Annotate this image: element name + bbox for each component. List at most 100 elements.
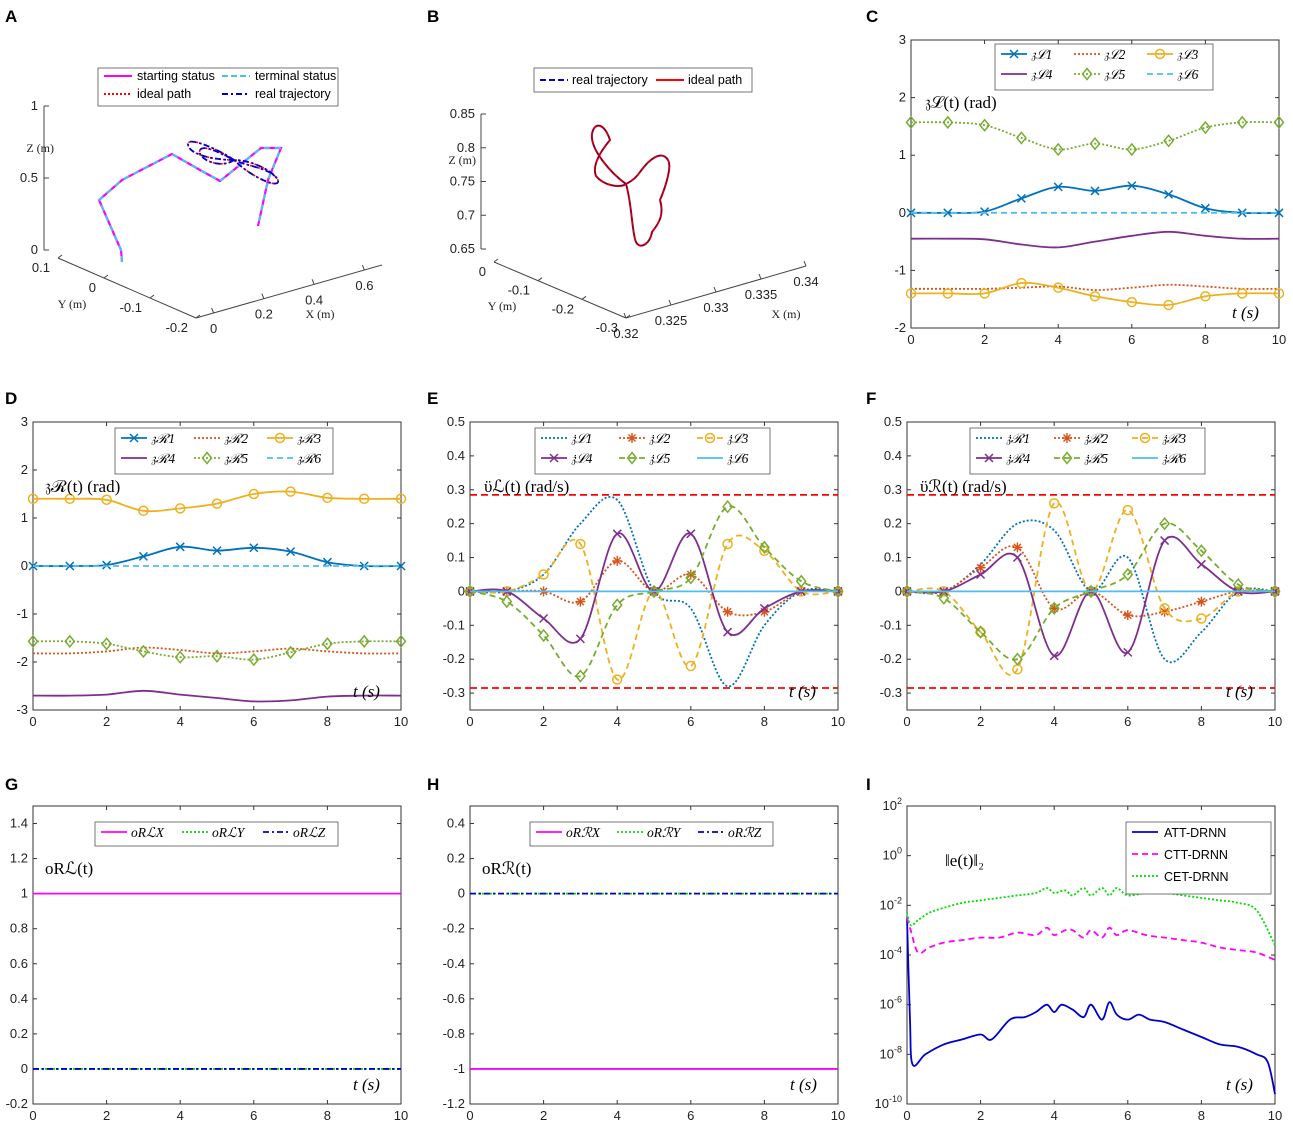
series-line — [32, 490, 402, 513]
data-marker — [1195, 544, 1207, 558]
legend-entry: real trajectory — [255, 87, 331, 101]
x-tick-label: 10 — [1268, 714, 1282, 729]
data-marker — [832, 584, 844, 599]
legend-marker — [1062, 433, 1072, 443]
legend-entry: 𝔷ℒ1 — [1031, 47, 1052, 62]
data-marker — [358, 634, 370, 649]
data-marker — [1164, 189, 1174, 199]
legend-entry: 𝔷̇ℒ1 — [571, 431, 592, 446]
y-tick-label: 102 — [883, 796, 902, 813]
panel-F: F 0 2 4 6 8 10 -0.3 -0.2 -0.1 0 0.1 0.2 0.3 0.4 0.5 𝔷̇ℛ1… — [866, 389, 1282, 729]
legend-entry: 𝔷̇ℛ6 — [1162, 451, 1186, 466]
data-marker — [795, 574, 807, 588]
data-marker — [538, 628, 550, 643]
x-axis-label: t (s) — [1232, 303, 1259, 322]
x-tick-label: 10 — [1272, 332, 1286, 347]
data-marker — [575, 538, 586, 550]
y-tick-label: 0 — [458, 886, 465, 901]
series-4 — [32, 689, 402, 703]
starting-status-path — [97, 146, 283, 263]
y-tick-exponent: 2 — [897, 796, 902, 806]
y-tick-base: 10 — [880, 1046, 894, 1061]
data-marker — [1089, 291, 1101, 302]
y-tick-label: -0.3 — [596, 320, 618, 335]
y-axis-label: 𝔷ℒ(t) (rad) — [925, 93, 997, 112]
y-tick-label: -2 — [894, 320, 906, 335]
data-marker — [975, 562, 986, 573]
data-marker — [1200, 291, 1211, 302]
data-marker — [1274, 208, 1284, 218]
y-tick-base: 10 — [883, 798, 897, 813]
data-marker — [1090, 186, 1100, 196]
y-tick-label: 0.1 — [447, 550, 465, 565]
data-marker — [723, 627, 733, 637]
legend-box — [94, 821, 339, 847]
data-marker — [27, 493, 39, 505]
panel-A: 10.50Z (m)0.10-0.1-0.2Y (m)00.20.40.6X (… — [20, 67, 383, 336]
data-marker — [212, 546, 222, 556]
panel-label-H: H — [427, 775, 439, 794]
legend-entry: 𝔷ℒ5 — [1104, 67, 1126, 82]
data-marker — [174, 503, 186, 514]
data-marker — [1089, 136, 1101, 151]
data-marker — [1049, 603, 1060, 614]
legend-entry: oRℒZ — [293, 825, 326, 840]
legend-entry: 𝔷̇ℛ5 — [1084, 451, 1108, 466]
data-marker — [138, 551, 148, 561]
data-marker — [942, 288, 954, 299]
y-tick-label: 0 — [21, 558, 28, 573]
data-marker — [1011, 652, 1023, 666]
legend-G: oRℒX oRℒY oRℒZ — [94, 821, 339, 847]
y-tick-base: 10 — [880, 897, 894, 912]
data-marker — [1196, 613, 1207, 624]
series-3 — [27, 486, 407, 517]
y-tick-exponent: -4 — [894, 945, 902, 955]
y-axis-label: ϋℒ(t) (rad/s) — [484, 477, 569, 496]
data-marker — [322, 557, 332, 567]
legend-entry: oRℒX — [131, 825, 165, 840]
y-tick-exponent: -8 — [894, 1044, 902, 1054]
data-marker — [611, 598, 623, 612]
data-marker — [285, 486, 296, 497]
data-marker — [979, 288, 990, 299]
series-line — [32, 689, 402, 703]
data-marker — [395, 634, 407, 649]
x-axis-label: t (s) — [353, 1075, 380, 1094]
legend-B: real trajectory ideal path — [533, 67, 753, 93]
x-tick — [211, 307, 215, 314]
x-tick-label: 2 — [540, 714, 547, 729]
y-tick-label: -0.6 — [443, 991, 465, 1006]
y-tick-label: 0.4 — [447, 816, 465, 831]
legend-entry: 𝔷ℛ2 — [224, 431, 248, 446]
panel-I: I0 2 4 6 8 1010-1010-810-610-410-2100102ATT-D… — [866, 775, 1282, 1123]
x-axis-label: t (s) — [353, 682, 380, 701]
y-axis-label: Y (m) — [488, 299, 517, 313]
y-tick-label: 0.2 — [447, 851, 465, 866]
panel-label-I: I — [866, 775, 871, 794]
x-tick — [361, 264, 365, 271]
data-marker — [1236, 115, 1248, 130]
data-marker — [612, 529, 622, 539]
data-marker — [1015, 131, 1027, 145]
data-marker — [722, 500, 734, 514]
x-tick — [668, 299, 672, 306]
y-tick — [581, 295, 587, 300]
y-tick-label: -0.2 — [880, 651, 902, 666]
x-axis-label: t (s) — [790, 1075, 817, 1094]
x-tick-label: 0.335 — [745, 287, 778, 302]
y-tick-label: -0.8 — [443, 1026, 465, 1041]
data-marker — [722, 606, 733, 617]
data-marker — [685, 569, 696, 580]
legend-entry: oRℛY — [647, 825, 682, 840]
y-tick-label: 0.5 — [447, 414, 465, 429]
y-axis-label: oRℒ(t) — [45, 859, 93, 878]
y-tick-label: 1 — [21, 510, 28, 525]
x-axis-label: X (m) — [772, 307, 801, 321]
series-line — [911, 282, 1280, 307]
y-tick-label: 0.4 — [884, 448, 902, 463]
data-marker — [979, 118, 991, 132]
series-line — [906, 522, 1276, 661]
x-tick-label: 0.2 — [255, 307, 273, 322]
y-tick-label: 1 — [899, 147, 906, 162]
